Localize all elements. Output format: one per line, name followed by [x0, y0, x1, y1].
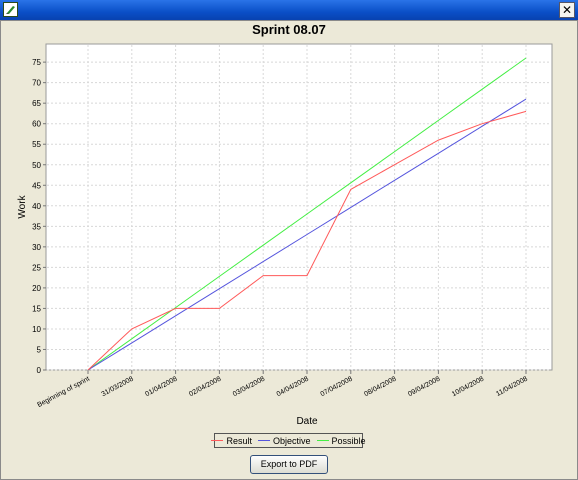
series-line-objective	[87, 98, 527, 371]
legend-swatch-result	[211, 440, 224, 441]
legend-label-possible: Possible	[331, 435, 366, 446]
y-tick-label: 10	[32, 325, 41, 334]
y-tick-label: 60	[32, 120, 41, 129]
y-tick-label: 15	[32, 304, 41, 313]
y-axis-label: Work	[17, 194, 28, 218]
x-tick-label: 08/04/2008	[363, 376, 397, 399]
x-tick-label: 03/04/2008	[232, 376, 266, 399]
series-line-result	[87, 110, 527, 371]
x-tick-label: 02/04/2008	[188, 376, 222, 399]
x-tick-label: 04/04/2008	[276, 376, 310, 399]
export-to-pdf-button[interactable]: Export to PDF	[250, 455, 328, 474]
y-tick-label: 45	[32, 181, 41, 190]
x-tick-label: 11/04/2008	[495, 376, 529, 398]
y-tick-label: 75	[32, 58, 41, 67]
legend-label-objective: Objective	[272, 435, 311, 446]
legend-item-possible: Possible	[316, 435, 366, 446]
legend-label-result: Result	[226, 435, 252, 446]
x-tick-label: 09/04/2008	[407, 376, 441, 399]
x-tick-label: 10/04/2008	[451, 376, 485, 399]
y-tick-label: 50	[32, 161, 41, 170]
y-tick-label: 25	[32, 263, 41, 272]
y-tick-label: 40	[32, 202, 41, 211]
close-button[interactable]: ✕	[559, 2, 575, 18]
x-tick-label: Beginning of sprint	[36, 376, 91, 409]
plot-area	[45, 43, 553, 371]
y-tick-label: 30	[32, 243, 41, 252]
legend-swatch-objective	[257, 440, 270, 441]
chart-legend: Result Objective Possible	[211, 433, 366, 448]
series-line-possible	[87, 57, 527, 371]
y-tick-label: 0	[37, 366, 42, 375]
legend-item-result: Result	[211, 436, 252, 446]
x-tick-label: 07/04/2008	[320, 376, 354, 399]
x-axis: Beginning of sprint 31/03/2008 01/04/2008 0…	[36, 370, 529, 409]
pencil-icon	[3, 2, 18, 17]
x-tick-label: 31/03/2008	[101, 376, 135, 399]
legend-swatch-possible	[316, 440, 329, 441]
y-tick-label: 65	[32, 99, 41, 108]
y-tick-label: 55	[32, 140, 41, 149]
series-lines	[87, 57, 527, 371]
y-axis: 0 5 10 15 20 25 30 35 40 45 50 55 60 65 70 75	[32, 58, 46, 375]
y-tick-label: 35	[32, 222, 41, 231]
title-bar[interactable]: ✕	[0, 0, 578, 20]
x-axis-label: Date	[296, 416, 318, 427]
y-tick-label: 5	[37, 345, 42, 354]
y-tick-label: 70	[32, 79, 41, 88]
y-tick-label: 20	[32, 284, 41, 293]
legend-item-objective: Objective	[257, 435, 311, 446]
x-tick-label: 01/04/2008	[144, 376, 178, 399]
chart-title: Sprint 08.07	[252, 22, 326, 37]
